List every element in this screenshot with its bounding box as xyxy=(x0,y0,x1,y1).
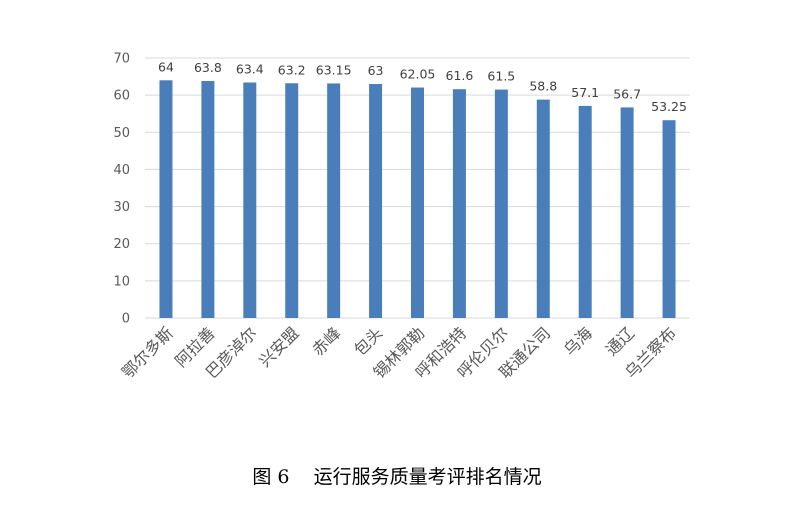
data-label: 63.15 xyxy=(316,62,352,77)
category-label: 赤峰 xyxy=(308,323,344,359)
bar-chart: 0 10 20 30 40 50 60 70 64 63.8 63.4 63.2 63.15 63 62.… xyxy=(113,52,690,382)
category-label: 乌海 xyxy=(560,323,596,359)
y-axis-ticks: 0 10 20 30 40 50 60 70 xyxy=(113,52,130,327)
data-label: 57.1 xyxy=(571,85,599,100)
bar xyxy=(243,82,257,318)
bar xyxy=(452,89,466,318)
bar xyxy=(536,99,550,318)
data-label: 63.8 xyxy=(194,60,222,75)
figure-caption: 图 6 运行服务质量考评排名情况 xyxy=(252,466,542,488)
data-label: 61.5 xyxy=(487,69,515,84)
y-tick-label: 30 xyxy=(113,200,130,215)
data-label: 61.6 xyxy=(446,68,474,83)
bar xyxy=(327,83,341,318)
bar xyxy=(159,80,173,319)
bar xyxy=(285,83,299,318)
data-label: 63 xyxy=(368,63,384,78)
data-label: 56.7 xyxy=(613,86,641,101)
y-tick-label: 20 xyxy=(113,237,130,252)
category-label: 包头 xyxy=(350,323,386,359)
y-tick-label: 70 xyxy=(113,52,130,67)
y-tick-label: 0 xyxy=(122,312,130,327)
data-label: 63.2 xyxy=(278,62,306,77)
bars xyxy=(159,80,676,319)
y-tick-label: 60 xyxy=(113,89,130,104)
bar xyxy=(411,87,424,319)
bar xyxy=(662,120,676,318)
y-tick-label: 50 xyxy=(113,126,130,141)
data-label: 58.8 xyxy=(529,79,557,94)
category-label: 通辽 xyxy=(602,323,638,359)
data-label: 53.25 xyxy=(651,99,687,114)
data-label: 62.05 xyxy=(400,67,436,82)
data-label: 63.4 xyxy=(236,62,264,77)
data-label: 64 xyxy=(158,59,174,74)
bar xyxy=(620,107,634,319)
y-tick-label: 10 xyxy=(113,274,130,289)
data-labels: 64 63.8 63.4 63.2 63.15 63 62.05 61.6 61.5 58.8 57… xyxy=(158,59,687,114)
bar xyxy=(201,81,215,319)
category-label: 鄂尔多斯 xyxy=(118,323,177,382)
y-tick-label: 40 xyxy=(113,163,130,178)
bar xyxy=(578,105,592,319)
bar xyxy=(494,89,508,318)
bar xyxy=(369,84,383,318)
category-label: 兴安盟 xyxy=(255,323,302,370)
